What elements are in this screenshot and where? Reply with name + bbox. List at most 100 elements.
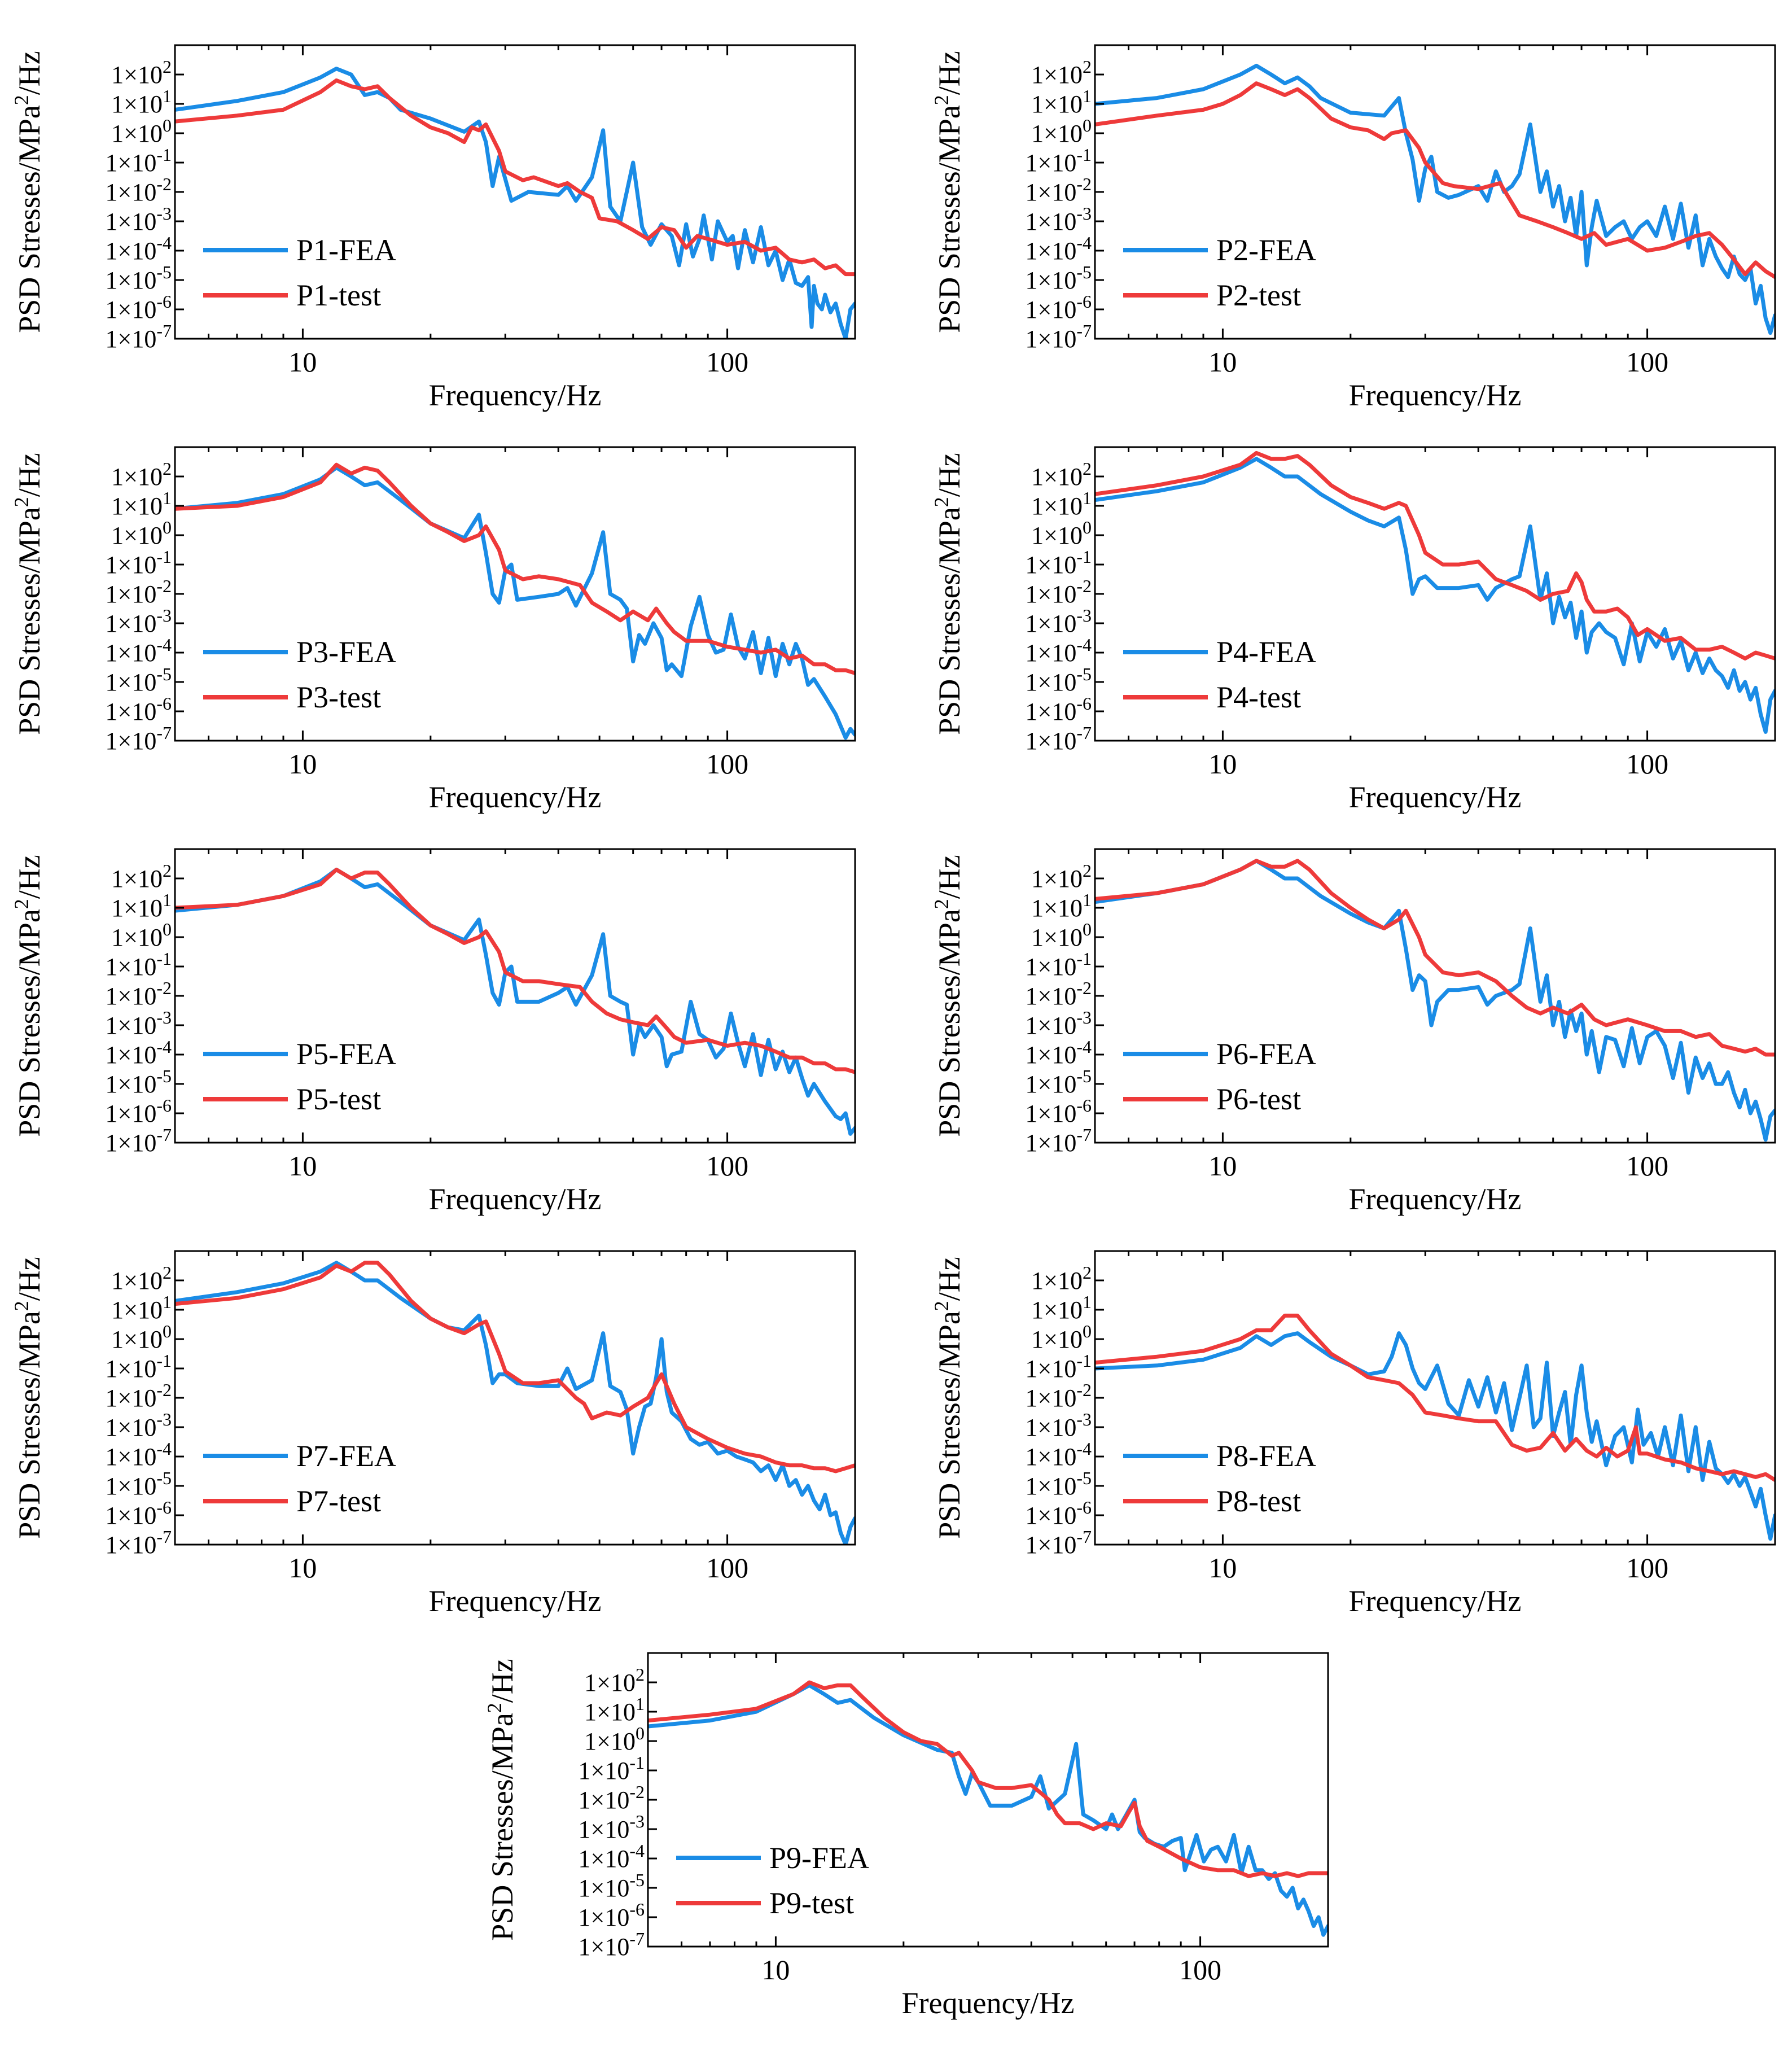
legend: P6-FEA P6-test <box>1123 1037 1316 1116</box>
y-tick-label: 1×10-5 <box>1026 1468 1092 1500</box>
y-tick-label: 1×102 <box>111 1262 172 1295</box>
series-line-p9-test <box>648 1680 1328 1878</box>
y-axis-label: PSD Stresses/MPa2/Hz <box>930 51 966 333</box>
y-axis-label: PSD Stresses/MPa2/Hz <box>10 453 46 735</box>
legend-label-fea: P9-FEA <box>769 1841 869 1875</box>
y-tick-label: 1×10-6 <box>106 1497 172 1529</box>
y-tick-label: 1×10-3 <box>106 203 172 235</box>
y-tick-label: 1×10-5 <box>106 1468 172 1500</box>
legend-label-fea: P5-FEA <box>296 1037 396 1071</box>
y-tick-label: 1×10-7 <box>106 1527 172 1559</box>
y-tick-label: 1×10-1 <box>579 1752 645 1785</box>
y-tick-label: 1×10-5 <box>1026 262 1092 294</box>
y-tick-label: 1×102 <box>584 1664 645 1696</box>
y-tick-label: 1×10-2 <box>1026 576 1092 608</box>
y-tick-label: 1×10-7 <box>1026 321 1092 353</box>
series-line-p8-test <box>1095 1313 1775 1483</box>
panel-p2: 10 1001×1021×1011×1001×10-11×10-21×10-31×… <box>930 44 1776 412</box>
y-axis-label: PSD Stresses/MPa2/Hz <box>930 1257 966 1539</box>
series-line-p1-test <box>175 78 855 277</box>
y-tick-label: 1×10-1 <box>106 1350 172 1383</box>
legend: P1-FEA P1-test <box>203 233 396 312</box>
y-tick-label: 1×10-4 <box>1026 635 1092 667</box>
panel-p4: 10 1001×1021×1011×1001×10-11×10-21×10-31×… <box>930 446 1776 814</box>
x-axis-label: Frequency/Hz <box>429 780 602 814</box>
y-tick-label: 1×101 <box>1031 890 1092 922</box>
y-tick-label: 1×100 <box>1031 517 1092 549</box>
y-tick-label: 1×10-2 <box>106 1380 172 1412</box>
x-axis-label: Frequency/Hz <box>429 378 602 412</box>
series-line-p6-test <box>1095 859 1775 1057</box>
legend-label-test: P4-test <box>1216 680 1301 714</box>
y-tick-label: 1×10-5 <box>1026 664 1092 696</box>
legend: P2-FEA P2-test <box>1123 233 1316 312</box>
y-tick-label: 1×100 <box>1031 1321 1092 1353</box>
y-tick-label: 1×102 <box>111 860 172 893</box>
y-tick-label: 1×10-3 <box>579 1811 645 1843</box>
y-tick-label: 1×10-7 <box>1026 1125 1092 1157</box>
y-tick-label: 1×100 <box>111 115 172 147</box>
y-axis-label: PSD Stresses/MPa2/Hz <box>483 1659 519 1941</box>
x-axis-label: Frequency/Hz <box>429 1182 602 1216</box>
legend-label-fea: P8-FEA <box>1216 1439 1316 1473</box>
x-tick-label: 10 <box>1208 346 1237 378</box>
y-tick-label: 1×10-1 <box>106 145 172 177</box>
y-tick-label: 1×10-4 <box>106 635 172 667</box>
x-tick-label: 100 <box>1626 1150 1668 1182</box>
panel-p3: 10 1001×1021×1011×1001×10-11×10-21×10-31×… <box>10 446 856 814</box>
y-axis-label: PSD Stresses/MPa2/Hz <box>10 855 46 1137</box>
y-tick-label: 1×10-3 <box>1026 605 1092 637</box>
y-tick-label: 1×10-4 <box>106 1438 172 1471</box>
y-tick-label: 1×10-1 <box>106 546 172 579</box>
y-tick-label: 1×10-6 <box>1026 1497 1092 1529</box>
legend-label-fea: P4-FEA <box>1216 635 1316 669</box>
legend-label-fea: P3-FEA <box>296 635 396 669</box>
series-line-p5-test <box>175 867 855 1074</box>
legend: P9-FEA P9-test <box>676 1841 869 1920</box>
legend-label-test: P1-test <box>296 278 381 312</box>
y-tick-label: 1×10-6 <box>106 693 172 725</box>
series-line-p3-test <box>175 462 855 675</box>
panel-p1: 10 1001×1021×1011×1001×10-11×10-21×10-31×… <box>10 44 856 412</box>
x-tick-label: 100 <box>706 1150 748 1182</box>
legend: P3-FEA P3-test <box>203 635 396 714</box>
x-axis-label: Frequency/Hz <box>1349 780 1522 814</box>
y-tick-label: 1×10-6 <box>1026 693 1092 725</box>
y-tick-label: 1×101 <box>1031 488 1092 520</box>
y-tick-label: 1×102 <box>1031 1262 1092 1295</box>
y-tick-label: 1×100 <box>111 517 172 549</box>
panel-p9: 10 1001×1021×1011×1001×10-11×10-21×10-31×… <box>483 1652 1329 2020</box>
y-tick-label: 1×102 <box>111 56 172 89</box>
x-tick-label: 10 <box>1208 1150 1237 1182</box>
y-tick-label: 1×102 <box>1031 860 1092 893</box>
legend-label-fea: P6-FEA <box>1216 1037 1316 1071</box>
y-tick-label: 1×10-2 <box>106 576 172 608</box>
y-tick-label: 1×10-4 <box>579 1840 645 1873</box>
legend-label-test: P7-test <box>296 1484 381 1518</box>
series-line-p2-fea <box>1095 63 1775 335</box>
y-tick-label: 1×100 <box>1031 919 1092 951</box>
y-tick-label: 1×101 <box>111 1292 172 1324</box>
y-tick-label: 1×10-1 <box>106 948 172 981</box>
y-tick-label: 1×10-3 <box>1026 203 1092 235</box>
legend-label-fea: P2-FEA <box>1216 233 1316 267</box>
x-axis-label: Frequency/Hz <box>1349 1182 1522 1216</box>
legend-label-test: P8-test <box>1216 1484 1301 1518</box>
y-tick-label: 1×100 <box>111 919 172 951</box>
series-line-p7-test <box>175 1261 855 1473</box>
y-tick-label: 1×10-1 <box>1026 1350 1092 1383</box>
x-tick-label: 100 <box>706 346 748 378</box>
y-tick-label: 1×10-5 <box>579 1870 645 1902</box>
series-line-p5-fea <box>175 867 855 1136</box>
y-tick-label: 1×10-4 <box>1026 233 1092 265</box>
y-tick-label: 1×10-6 <box>106 1095 172 1127</box>
y-tick-label: 1×100 <box>111 1321 172 1353</box>
x-tick-label: 10 <box>288 346 317 378</box>
y-tick-label: 1×10-4 <box>1026 1037 1092 1069</box>
legend-label-test: P2-test <box>1216 278 1301 312</box>
y-tick-label: 1×101 <box>111 488 172 520</box>
y-tick-label: 1×10-2 <box>1026 174 1092 206</box>
y-tick-label: 1×10-7 <box>106 321 172 353</box>
x-tick-label: 100 <box>1626 1552 1668 1584</box>
legend: P8-FEA P8-test <box>1123 1439 1316 1518</box>
